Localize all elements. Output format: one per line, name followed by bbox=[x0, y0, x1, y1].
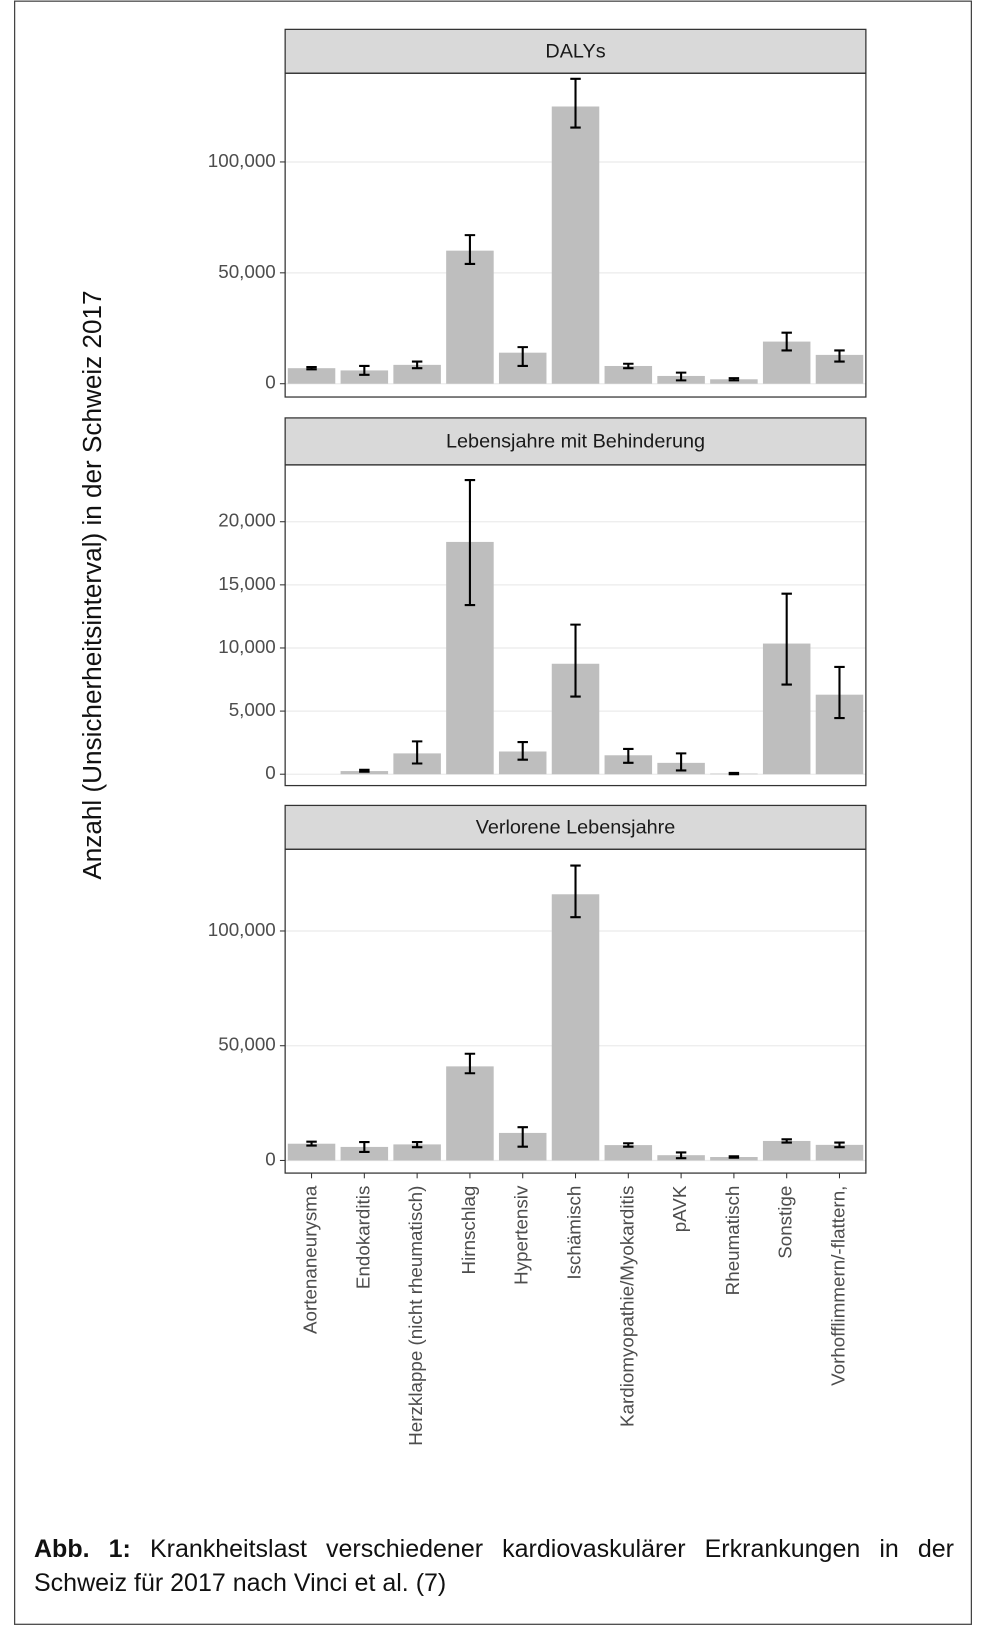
y-tick-label: 15,000 bbox=[218, 573, 275, 594]
error-bar bbox=[728, 377, 740, 382]
caption-label: Abb. 1: bbox=[34, 1535, 131, 1563]
y-axis-label: Anzahl (Unsicherheitsinterval) in der Sc… bbox=[77, 290, 107, 879]
bar bbox=[710, 379, 758, 384]
plot-border bbox=[284, 464, 867, 787]
bar bbox=[498, 751, 547, 775]
error-bar bbox=[834, 349, 845, 363]
bar bbox=[446, 250, 494, 384]
y-tick-label: 20,000 bbox=[218, 510, 275, 531]
error-bar bbox=[570, 864, 581, 919]
error-bar bbox=[306, 366, 317, 371]
y-tick-label: 50,000 bbox=[218, 1034, 275, 1055]
error-bar bbox=[464, 234, 476, 266]
error-bar bbox=[623, 747, 634, 764]
error-bar bbox=[411, 360, 423, 370]
error-bar bbox=[675, 371, 687, 382]
x-tick-label: pAVK bbox=[669, 1185, 690, 1232]
error-bar bbox=[570, 623, 581, 698]
y-tick-label: 0 bbox=[265, 372, 275, 393]
x-tick-label: Sonstige bbox=[775, 1186, 796, 1259]
bar bbox=[287, 368, 336, 384]
y-tick-label: 50,000 bbox=[218, 261, 275, 282]
x-tick-label: Rheumatisch bbox=[722, 1186, 743, 1296]
bar bbox=[815, 1144, 864, 1161]
bar bbox=[604, 755, 653, 775]
error-bar bbox=[306, 1140, 317, 1147]
error-bar bbox=[781, 592, 792, 686]
y-tick-label: 0 bbox=[265, 1148, 275, 1169]
bar bbox=[393, 1144, 441, 1161]
error-bar bbox=[781, 1138, 792, 1144]
error-bar bbox=[359, 768, 370, 773]
bar bbox=[340, 370, 389, 384]
error-bar bbox=[834, 665, 845, 720]
frame bbox=[13, 0, 973, 1625]
error-bar bbox=[570, 77, 581, 129]
caption-text: Krankheitslast verschiedener kardiovasku… bbox=[34, 1535, 955, 1597]
x-tick-label: Aortenaneurysma bbox=[300, 1185, 321, 1334]
error-bar bbox=[464, 479, 476, 607]
error-bar bbox=[728, 771, 740, 776]
error-bar bbox=[411, 1141, 423, 1149]
x-tick-label: Hirnschlag bbox=[458, 1186, 479, 1275]
error-bar bbox=[834, 1141, 845, 1149]
bar bbox=[604, 1145, 653, 1161]
error-bar bbox=[728, 1155, 740, 1159]
error-bar bbox=[675, 752, 687, 772]
y-tick-label: 10,000 bbox=[218, 636, 275, 657]
error-bar bbox=[623, 1142, 634, 1148]
bar bbox=[287, 1143, 336, 1161]
error-bar bbox=[517, 740, 528, 761]
x-tick-label: Ischämisch bbox=[563, 1186, 584, 1280]
error-bar bbox=[359, 364, 370, 376]
x-tick-label: Hypertensiv bbox=[511, 1185, 532, 1285]
bar bbox=[762, 1140, 811, 1161]
error-bar bbox=[464, 1052, 476, 1075]
y-tick-label: 5,000 bbox=[229, 699, 276, 720]
x-tick-label: Endokarditis bbox=[352, 1186, 373, 1289]
caption: Abb. 1: Krankheitslast verschiedener kar… bbox=[34, 1532, 954, 1600]
error-bar bbox=[517, 346, 528, 368]
plot-border bbox=[284, 72, 867, 398]
x-tick-label: Kardiomyopathie/Myokarditis bbox=[616, 1186, 637, 1427]
facet-title: Lebensjahre mit Behinderung bbox=[446, 431, 705, 453]
error-bar bbox=[675, 1151, 687, 1160]
error-bar bbox=[781, 331, 792, 352]
y-tick-label: 100,000 bbox=[208, 919, 276, 940]
y-tick-label: 100,000 bbox=[208, 150, 276, 171]
y-tick-label: 0 bbox=[265, 762, 275, 783]
x-tick-label: Herzklappe (nicht rheumatisch) bbox=[405, 1186, 426, 1446]
error-bar bbox=[517, 1126, 528, 1148]
bar bbox=[340, 1146, 389, 1161]
bar bbox=[446, 1066, 494, 1161]
bar bbox=[551, 894, 600, 1161]
bar bbox=[393, 364, 441, 384]
strip bbox=[284, 417, 867, 466]
bar bbox=[604, 365, 653, 384]
x-tick-label: Vorhofflimmern/-flattern, bbox=[827, 1186, 848, 1386]
error-bar bbox=[623, 362, 634, 370]
facet-title: Verlorene Lebensjahre bbox=[476, 817, 676, 839]
bar bbox=[551, 106, 600, 384]
error-bar bbox=[411, 740, 423, 765]
facet-title: DALYs bbox=[545, 41, 605, 63]
error-bar bbox=[359, 1141, 370, 1154]
strip bbox=[284, 804, 867, 850]
